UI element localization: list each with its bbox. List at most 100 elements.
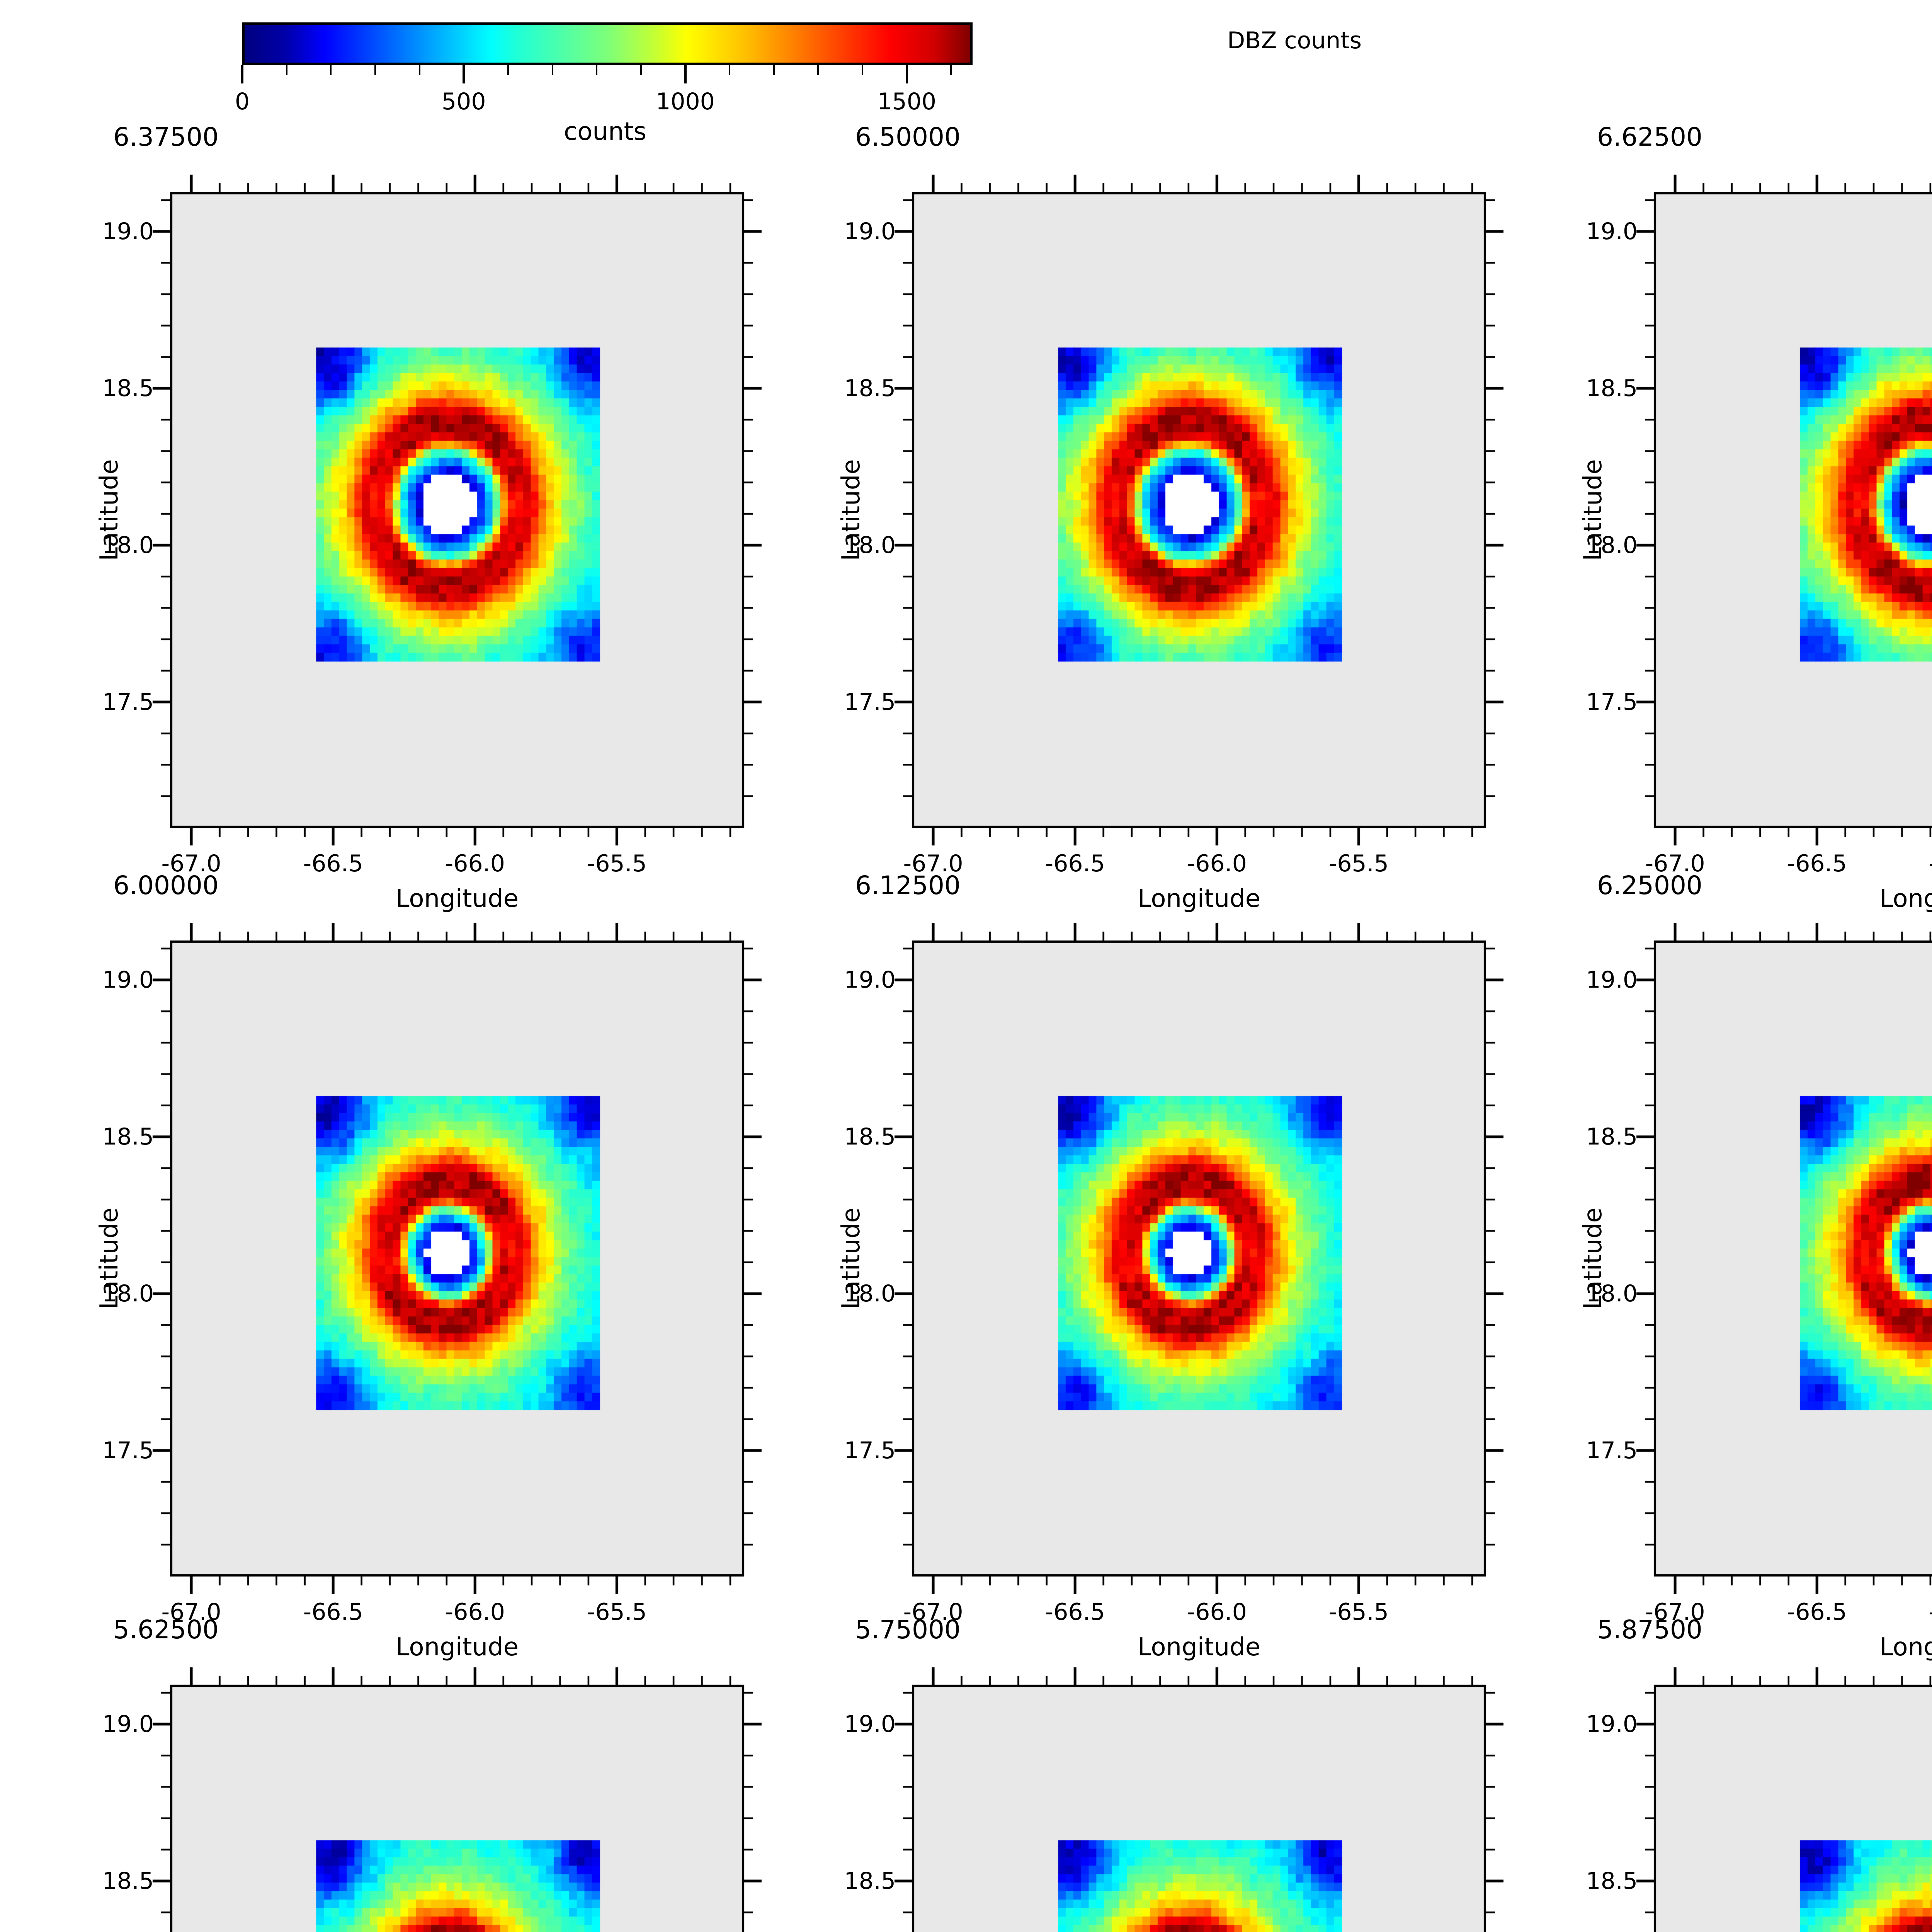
colorbar-minor-tick [773, 65, 775, 75]
y-axis-label: Latitude [837, 459, 866, 561]
y-tick-label: 18.5 [844, 374, 896, 402]
y-tick-label: 17.5 [1586, 688, 1638, 716]
colorbar-minor-tick [640, 65, 642, 75]
y-tick-label: 19.0 [844, 1711, 896, 1738]
y-axis-label: Latitude [1579, 1867, 1607, 1932]
y-tick-label: 17.5 [102, 1437, 154, 1464]
colorbar-gradient [242, 22, 973, 65]
panel-title: 5.62500 [113, 1615, 219, 1645]
heatmap-canvas [882, 162, 1516, 858]
y-tick-label: 18.5 [1586, 1867, 1638, 1895]
panel-title: 6.00000 [113, 871, 219, 900]
x-tick-label: -66.0 [445, 1599, 505, 1626]
colorbar-minor-tick [551, 65, 553, 75]
x-tick-label: -66.0 [445, 850, 505, 877]
y-tick-label: 17.5 [844, 1437, 896, 1464]
x-tick-label: -65.5 [1328, 850, 1389, 877]
y-axis-label: Latitude [95, 1208, 124, 1310]
panel-title: 5.75000 [855, 1615, 961, 1645]
x-tick-label: -66.5 [1045, 850, 1105, 877]
colorbar-major-tick [905, 65, 908, 83]
panel-title: 6.37500 [113, 122, 219, 152]
x-tick-label: -66.0 [1187, 1599, 1247, 1626]
y-tick-label: 18.0 [844, 531, 896, 559]
heatmap-canvas [1624, 162, 1932, 858]
y-tick-label: 17.5 [102, 688, 154, 716]
y-tick-label: 18.5 [102, 374, 154, 402]
colorbar-minor-tick [507, 65, 509, 75]
y-axis-label: Latitude [837, 1208, 866, 1310]
y-tick-label: 19.0 [1586, 966, 1638, 994]
x-tick-label: -66.0 [1901, 1599, 1932, 1626]
y-tick-label: 18.5 [102, 1123, 154, 1150]
x-tick-label: -67.0 [161, 850, 221, 877]
y-axis-label: Latitude [1579, 1208, 1607, 1310]
x-tick-label: -66.0 [1901, 850, 1932, 877]
heatmap-canvas [882, 1655, 1516, 1932]
y-tick-label: 17.5 [844, 688, 896, 716]
y-tick-label: 18.5 [844, 1123, 896, 1150]
x-axis-label: Longitude [395, 884, 519, 913]
x-tick-label: -67.0 [1645, 1599, 1705, 1626]
colorbar-minor-tick [729, 65, 731, 75]
x-axis-label: Longitude [1879, 884, 1932, 913]
heatmap-canvas [882, 911, 1516, 1606]
subplot-panel: 5.87500-67.0-66.5-66.0-65.519.018.518.01… [1586, 1616, 1932, 1932]
y-tick-label: 17.5 [1586, 1437, 1638, 1464]
colorbar-major-tick [463, 65, 465, 83]
x-tick-label: -67.0 [1645, 850, 1705, 877]
panel-title: 6.62500 [1597, 122, 1702, 152]
x-tick-label: -65.5 [1328, 1599, 1389, 1626]
x-tick-label: -67.0 [161, 1599, 221, 1626]
panel-title: 6.50000 [855, 122, 961, 152]
colorbar-minor-tick [950, 65, 952, 75]
colorbar-minor-tick [862, 65, 864, 75]
x-tick-label: -66.5 [303, 1599, 363, 1626]
x-axis-label: Longitude [1137, 884, 1261, 913]
subplot-panel: 6.62500-67.0-66.5-66.0-65.519.018.518.01… [1579, 123, 1932, 913]
subplot-panel: 6.12500 -67.0 -66.5 -66.0 -65.5 19.0 18.5 18.0 1… [837, 871, 1516, 1661]
panel-title: 6.12500 [855, 871, 961, 900]
heatmap-canvas [140, 911, 774, 1606]
colorbar-tick-label: 0 [235, 88, 250, 115]
subplot-panel: 5.75000-67.0-66.5-66.0-65.519.018.518.01… [844, 1616, 1516, 1932]
subplot-panel: 6.50000 -67.0 -66.5 -66.0 -65.5 19.0 18.5 18.0 1… [837, 123, 1516, 913]
y-tick-label: 18.5 [1586, 1123, 1638, 1150]
heatmap-canvas [140, 162, 774, 858]
y-tick-label: 19.0 [844, 218, 896, 245]
panel-title: 6.25000 [1597, 871, 1702, 900]
x-tick-label: -67.0 [903, 850, 963, 877]
x-tick-label: -66.5 [303, 850, 363, 877]
y-axis-label: Latitude [95, 1867, 123, 1932]
y-tick-label: 19.0 [844, 966, 896, 994]
y-tick-label: 18.0 [102, 531, 154, 559]
colorbar-tick-label: 1500 [877, 88, 937, 115]
y-axis-label: Latitude [837, 1867, 865, 1932]
heatmap-canvas [1624, 911, 1932, 1606]
subplot-panel: 6.37500 -67.0 -66.5 -66.0 -65.5 19.0 18.5 18.0 1… [95, 123, 774, 913]
y-tick-label: 18.0 [102, 1280, 154, 1307]
y-tick-label: 19.0 [102, 218, 154, 245]
colorbar-major-tick [241, 65, 243, 83]
colorbar-minor-tick [330, 65, 332, 75]
x-tick-label: -65.5 [587, 850, 647, 877]
y-tick-label: 19.0 [1586, 1711, 1638, 1738]
y-tick-label: 19.0 [102, 966, 154, 994]
colorbar-minor-tick [418, 65, 420, 75]
panel-title: 5.87500 [1597, 1615, 1702, 1645]
x-tick-label: -66.5 [1045, 1599, 1105, 1626]
colorbar-tick-label: 500 [441, 88, 486, 115]
colorbar-minor-tick [286, 65, 287, 75]
x-tick-label: -67.0 [903, 1599, 963, 1626]
x-tick-label: -66.5 [1787, 1599, 1847, 1626]
y-tick-label: 18.5 [102, 1867, 154, 1895]
subplot-panel: 6.00000 -67.0 -66.5 -66.0 -65.5 19.0 18.5 18.0 1… [95, 871, 774, 1661]
subplot-panel: 6.25000-67.0-66.5-66.0-65.519.018.518.01… [1579, 871, 1932, 1661]
x-tick-label: -66.5 [1787, 850, 1847, 877]
heatmap-canvas [140, 1655, 774, 1932]
y-tick-label: 18.5 [1586, 374, 1638, 402]
x-tick-label: -65.5 [587, 1599, 647, 1626]
colorbar-tick-label: 1000 [656, 88, 715, 115]
y-tick-label: 18.0 [1586, 531, 1638, 559]
